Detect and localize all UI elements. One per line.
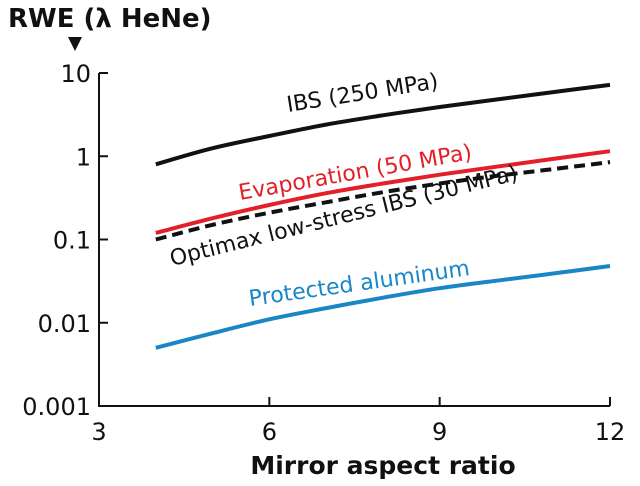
y-tick-label: 1: [76, 143, 91, 171]
x-tick-label: 12: [595, 418, 626, 446]
x-tick-label: 9: [432, 418, 447, 446]
series-line-2: [155, 160, 611, 242]
axes: [98, 73, 610, 407]
x-tick-label: 6: [262, 418, 277, 446]
ticks: 0.001 0.01 0.1 1 10 3 6 9 12: [22, 60, 625, 446]
axis-frame: [98, 73, 610, 407]
y-axis-label: RWE (λ HeNe): [8, 4, 212, 34]
y-tick-label: 10: [60, 60, 91, 88]
series-line-3: [155, 264, 611, 350]
y-tick-label: 0.01: [38, 310, 91, 338]
y-tick-label: 0.1: [53, 227, 91, 255]
x-tick-label: 3: [91, 418, 106, 446]
x-axis-label: Mirror aspect ratio: [250, 451, 515, 480]
series: [155, 82, 611, 350]
series-line-1: [155, 149, 611, 235]
y-axis-arrow-icon: [68, 37, 82, 51]
y-tick-label: 0.001: [22, 393, 91, 421]
series-line-0: [155, 82, 611, 167]
